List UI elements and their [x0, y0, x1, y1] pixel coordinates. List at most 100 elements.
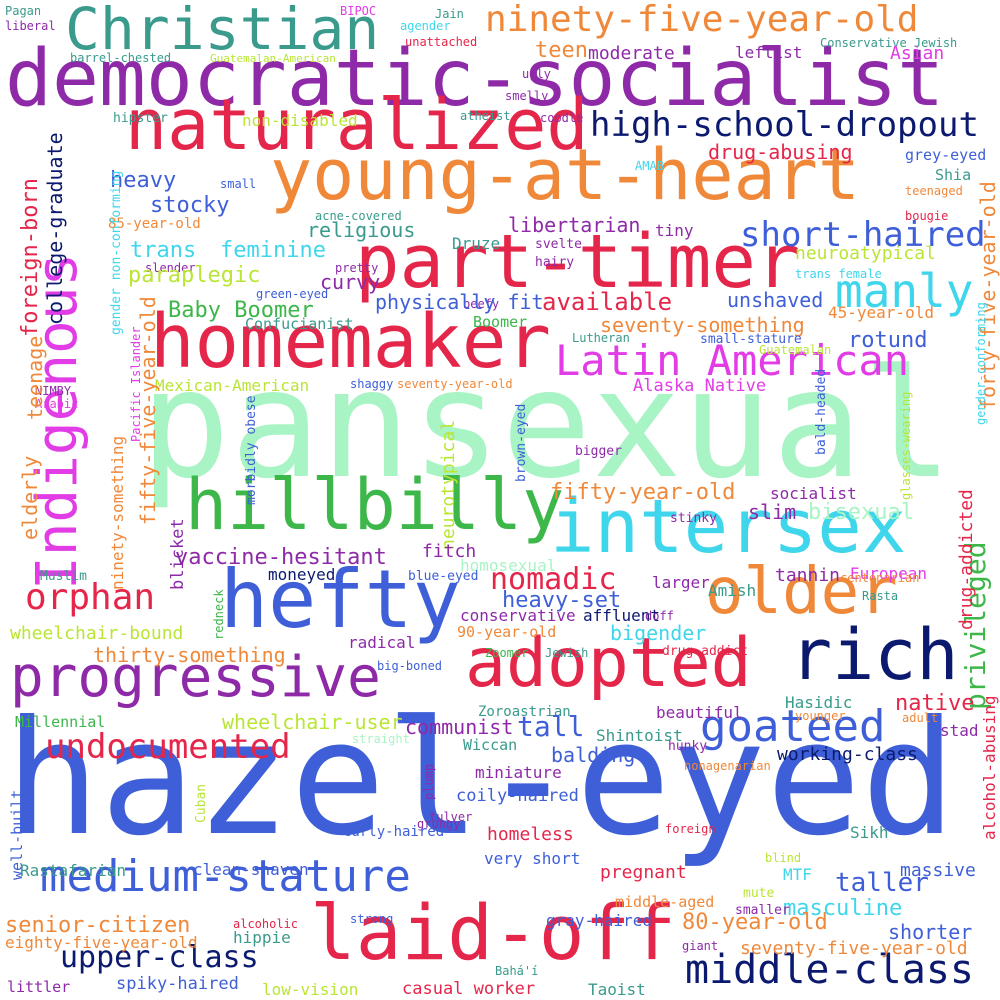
word-feminine: feminine: [220, 238, 326, 263]
word-seventy-year-old: seventy-year-old: [397, 377, 513, 391]
word-adult: adult: [902, 711, 939, 725]
word-wheelchair-user: wheelchair-user: [222, 710, 403, 734]
word-rich: rich: [790, 614, 959, 696]
word-seventy-something: seventy-something: [600, 313, 805, 337]
word-giant: giant: [682, 939, 719, 953]
word-zoroastrian: Zoroastrian: [478, 704, 571, 720]
word-bald-headed: bald-headed: [814, 368, 829, 455]
word-grungy: grungy: [417, 817, 461, 831]
word-grey-eyed: grey-eyed: [905, 146, 987, 164]
word-glasses-wearing: glasses-wearing: [899, 391, 913, 500]
word-communist: communist: [405, 715, 514, 739]
word-native: native: [895, 691, 975, 716]
word-jain: Jain: [435, 7, 464, 21]
word-naturalized: naturalized: [125, 84, 589, 166]
word-younger: younger: [795, 709, 846, 723]
word-millennial: Millennial: [15, 713, 106, 731]
word-medium-stature: medium-stature: [40, 851, 411, 902]
word-stinky: stinky: [670, 511, 717, 526]
word-morbidly-obese: morbidly obese: [244, 395, 259, 505]
word-working-class: working-class: [777, 744, 918, 765]
word-heavy: heavy: [110, 168, 177, 193]
word-short-haired: short-haired: [740, 215, 986, 255]
word-unshaved: unshaved: [727, 288, 824, 312]
word-lutheran: Lutheran: [572, 331, 630, 345]
word-conservative: conservative: [460, 606, 576, 625]
word-shintoist: Shintoist: [596, 726, 683, 745]
word-tall: tall: [517, 710, 585, 743]
word-rastafarian: Rastafarian: [20, 861, 126, 880]
word-middle-aged: middle-aged: [615, 893, 715, 911]
word-middle-class: middle-class: [685, 947, 974, 993]
word-smaller: smaller: [735, 903, 790, 918]
word-curly-haired: curly-haired: [343, 824, 445, 840]
word-smelly: smelly: [505, 89, 549, 103]
word-college-graduate: college-graduate: [43, 132, 67, 325]
word-guatemalan: Guatemalan: [759, 343, 832, 357]
word-moneyed: moneyed: [268, 565, 336, 584]
word-senior-citizen: senior-citizen: [5, 913, 191, 938]
word-bigender: bigender: [610, 621, 707, 645]
word-spiky-haired: spiky-haired: [116, 974, 239, 994]
word-orphan: orphan: [25, 577, 156, 618]
word-foreign: foreign: [665, 822, 716, 836]
word-moderate: moderate: [588, 43, 675, 64]
word-small-stature: small-stature: [700, 332, 802, 347]
word-blicket: blicket: [168, 518, 188, 590]
word-homemaker: homemaker: [150, 299, 551, 385]
word-hefty: hefty: [220, 553, 461, 646]
word-eighty-five-year-old: eighty-five-year-old: [5, 933, 198, 952]
word-bigger: bigger: [575, 444, 622, 459]
word-masculine: masculine: [783, 896, 903, 921]
word-radical: radical: [348, 633, 416, 652]
word-druze: Druze: [452, 234, 501, 253]
word-european: European: [850, 564, 928, 583]
word-larger: larger: [652, 573, 710, 592]
word-big-boned: big-boned: [377, 659, 443, 673]
word-muslim: Muslim: [40, 569, 87, 584]
word-alcoholic: alcoholic: [233, 917, 299, 931]
word-beefy: beefy: [463, 297, 500, 311]
word-ugly: ugly: [522, 67, 551, 81]
word-seventy-five-year-old: seventy-five-year-old: [740, 938, 968, 959]
word-pagan: Pagan: [5, 4, 42, 18]
word-gender-non-conforming: gender non-conforming: [109, 170, 124, 335]
word-confucianist: Confucianist: [245, 315, 354, 333]
word-cuban: Cuban: [194, 783, 209, 823]
word-hippie: hippie: [233, 928, 291, 947]
word-wheelchair-bound: wheelchair-bound: [10, 623, 184, 644]
word-christian: Christian: [65, 0, 380, 63]
word-slender: slender: [145, 261, 196, 275]
word-tannin: tannin: [775, 565, 841, 586]
word-rasta: Rasta: [862, 589, 899, 603]
word-small: small: [220, 177, 257, 191]
word-ninety-something: ninety-something: [108, 435, 127, 590]
word-coodle: coodle: [540, 111, 584, 125]
word-gender-conforming: gender-conforming: [974, 302, 988, 425]
word-svelte: svelte: [535, 237, 582, 252]
word-thirty-something: thirty-something: [93, 643, 286, 667]
word-brown-eyed: brown-eyed: [514, 403, 529, 482]
word-amab: AMAB: [635, 159, 664, 173]
word-hasidic: Hasidic: [785, 693, 853, 712]
word-fifty-year-old: fifty-year-old: [550, 480, 736, 505]
word-available: available: [542, 288, 673, 316]
word-balding: balding: [551, 743, 636, 767]
word-foreign-born: foreign-born: [18, 178, 43, 337]
word-baby-boomer: Baby Boomer: [168, 298, 314, 323]
word-alcohol-abusing: alcohol-abusing: [980, 695, 999, 841]
word-curvy: curvy: [320, 270, 381, 294]
word-gray-haired: gray-haired: [546, 911, 652, 930]
word-drug-addicted: drug-addicted: [956, 489, 977, 630]
word-acne-covered: acne-covered: [315, 209, 402, 223]
word-fitch: fitch: [422, 541, 477, 562]
word-arabic: Arabic: [35, 397, 79, 411]
word-older: older: [705, 555, 898, 629]
word-strong: strong: [350, 912, 394, 926]
word-asian: Asian: [890, 43, 945, 64]
word-centenarian: centenarian: [840, 571, 920, 585]
word-heavy-set: heavy-set: [502, 588, 622, 613]
word-leftist: leftist: [735, 43, 803, 62]
word-liberal: liberal: [5, 19, 56, 33]
word-45-year-old: 45-year-old: [828, 303, 934, 322]
